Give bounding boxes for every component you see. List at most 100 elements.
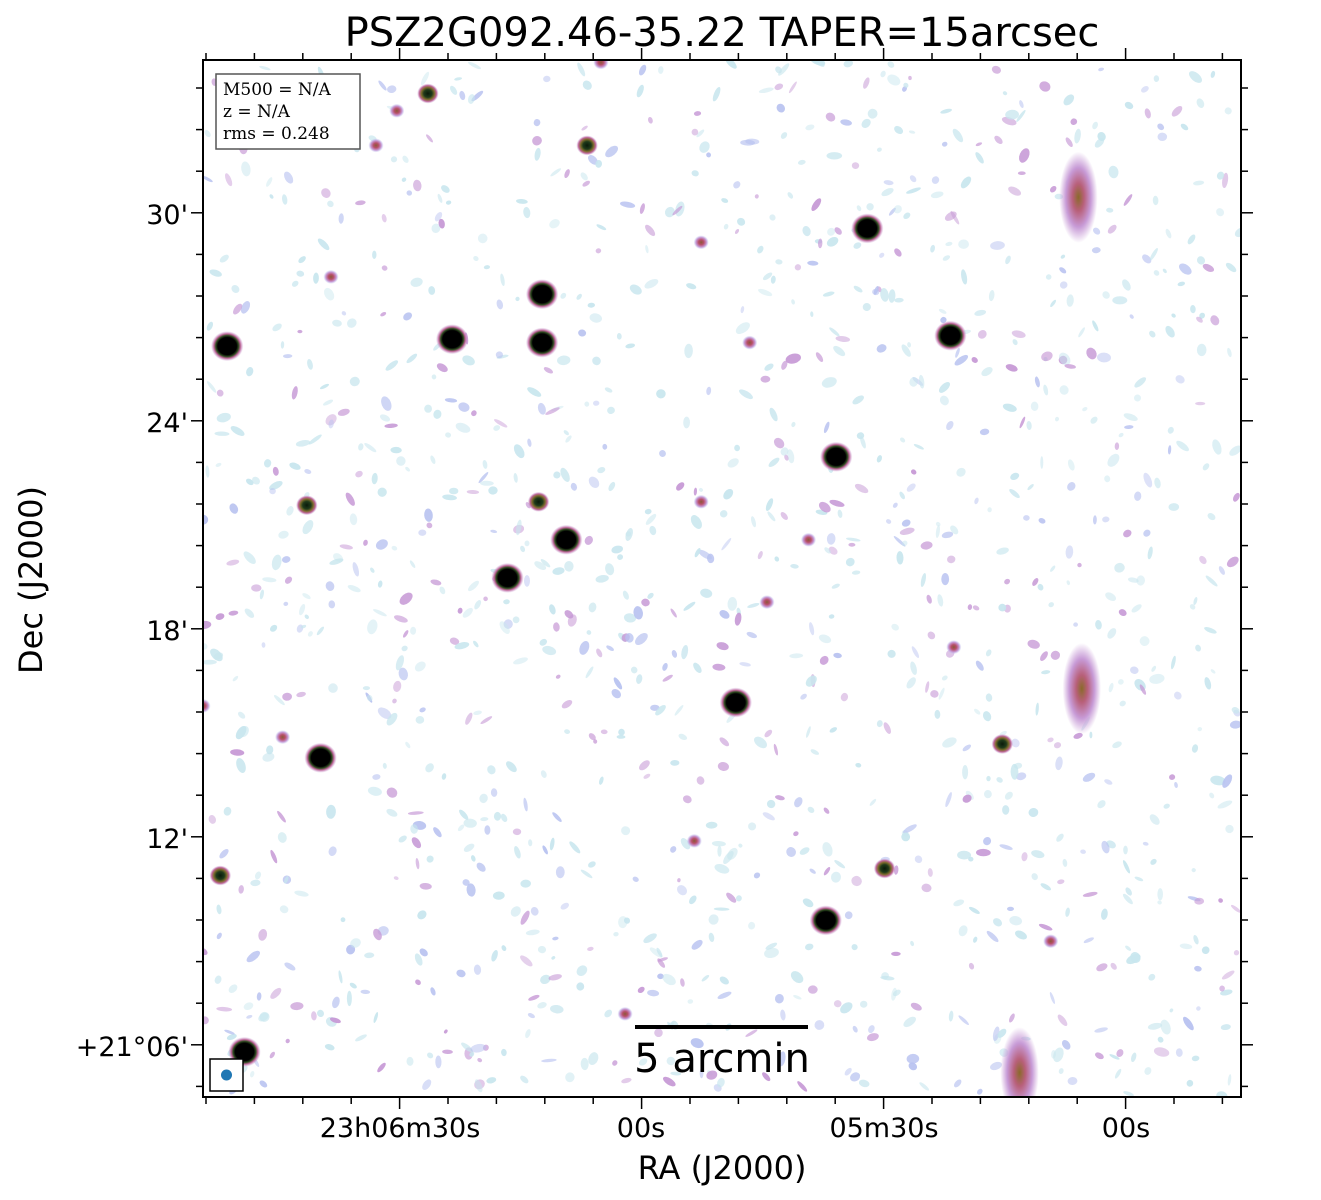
noise-blob bbox=[886, 519, 892, 524]
noise-blob bbox=[1176, 440, 1189, 452]
noise-blob bbox=[699, 141, 710, 153]
noise-blob bbox=[1050, 565, 1056, 572]
noise-blob bbox=[229, 503, 239, 514]
noise-blob bbox=[901, 344, 911, 357]
noise-blob bbox=[1171, 106, 1183, 117]
noise-blob bbox=[908, 1062, 918, 1071]
noise-blob bbox=[643, 773, 651, 779]
noise-blob bbox=[834, 860, 846, 869]
noise-blob bbox=[654, 1028, 663, 1038]
noise-blob bbox=[449, 487, 459, 495]
noise-blob bbox=[894, 248, 902, 257]
noise-blob bbox=[863, 77, 870, 89]
noise-blob bbox=[1050, 650, 1061, 660]
noise-blob bbox=[988, 290, 995, 302]
noise-blob bbox=[775, 259, 783, 265]
noise-blob bbox=[903, 1016, 916, 1028]
noise-blob bbox=[545, 407, 560, 415]
noise-blob bbox=[230, 749, 245, 756]
noise-blob bbox=[1064, 364, 1076, 369]
noise-blob bbox=[1116, 1049, 1124, 1058]
noise-blob bbox=[714, 864, 730, 874]
noise-blob bbox=[527, 387, 542, 397]
noise-blob bbox=[723, 488, 734, 500]
noise-blob bbox=[1101, 908, 1108, 920]
noise-blob bbox=[286, 506, 294, 516]
noise-blob bbox=[444, 398, 458, 403]
noise-blob bbox=[1013, 762, 1023, 769]
noise-blob bbox=[553, 471, 561, 479]
radio-source-s33 bbox=[275, 730, 291, 745]
noise-blob bbox=[1175, 1048, 1183, 1057]
noise-blob bbox=[910, 940, 915, 947]
noise-blob bbox=[272, 323, 282, 332]
noise-blob bbox=[513, 444, 525, 459]
noise-blob bbox=[719, 976, 729, 985]
radio-source-s31 bbox=[946, 640, 962, 655]
noise-blob bbox=[799, 847, 810, 855]
noise-blob bbox=[780, 1009, 786, 1021]
noise-blob bbox=[835, 335, 851, 343]
noise-blob bbox=[719, 609, 730, 619]
noise-blob bbox=[787, 192, 794, 199]
noise-blob bbox=[1232, 492, 1240, 502]
noise-blob bbox=[283, 601, 289, 607]
noise-blob bbox=[219, 849, 229, 859]
noise-blob bbox=[328, 683, 338, 693]
noise-blob bbox=[941, 531, 954, 539]
noise-blob bbox=[921, 883, 932, 893]
noise-blob bbox=[754, 194, 759, 199]
noise-blob bbox=[687, 999, 694, 1004]
noise-blob bbox=[1092, 515, 1097, 525]
noise-blob bbox=[1009, 489, 1020, 498]
noise-blob bbox=[645, 244, 649, 254]
noise-blob bbox=[1199, 312, 1206, 319]
noise-blob bbox=[706, 1070, 718, 1080]
noise-blob bbox=[1077, 562, 1082, 568]
noise-blob bbox=[386, 808, 398, 817]
noise-blob bbox=[625, 528, 633, 541]
noise-blob bbox=[960, 176, 972, 189]
noise-blob bbox=[259, 589, 264, 600]
noise-blob bbox=[748, 822, 757, 831]
noise-blob bbox=[825, 112, 836, 122]
noise-blob bbox=[443, 1029, 448, 1034]
noise-blob bbox=[834, 227, 842, 235]
noise-blob bbox=[775, 795, 785, 801]
noise-blob bbox=[290, 1002, 304, 1011]
noise-blob bbox=[768, 457, 780, 467]
noise-blob bbox=[1195, 401, 1206, 406]
noise-blob bbox=[473, 964, 482, 975]
noise-blob bbox=[930, 690, 939, 698]
noise-blob bbox=[670, 608, 677, 618]
noise-blob bbox=[1124, 425, 1134, 430]
noise-blob bbox=[1032, 578, 1039, 586]
noise-blob bbox=[468, 580, 479, 592]
noise-blob bbox=[277, 810, 286, 823]
noise-blob bbox=[338, 970, 343, 984]
noise-blob bbox=[696, 776, 705, 785]
noise-blob bbox=[1197, 726, 1203, 732]
noise-blob bbox=[473, 255, 479, 262]
noise-blob bbox=[699, 1067, 704, 1079]
noise-blob bbox=[473, 710, 482, 716]
noise-blob bbox=[683, 601, 696, 611]
noise-blob bbox=[387, 85, 397, 94]
noise-blob bbox=[550, 168, 562, 177]
noise-blob bbox=[1122, 860, 1131, 874]
noise-blob bbox=[762, 272, 773, 281]
noise-blob bbox=[587, 302, 595, 308]
noise-blob bbox=[1124, 101, 1134, 110]
noise-blob bbox=[333, 553, 343, 562]
noise-blob bbox=[442, 1049, 453, 1055]
noise-blob bbox=[1092, 121, 1098, 130]
noise-blob bbox=[837, 509, 843, 518]
noise-blob bbox=[514, 846, 521, 859]
noise-blob bbox=[927, 631, 936, 640]
noise-blob bbox=[589, 313, 603, 323]
noise-blob bbox=[537, 945, 547, 954]
noise-blob bbox=[887, 61, 895, 68]
noise-blob bbox=[914, 855, 923, 864]
noise-blob bbox=[405, 741, 411, 749]
noise-blob bbox=[637, 986, 645, 994]
